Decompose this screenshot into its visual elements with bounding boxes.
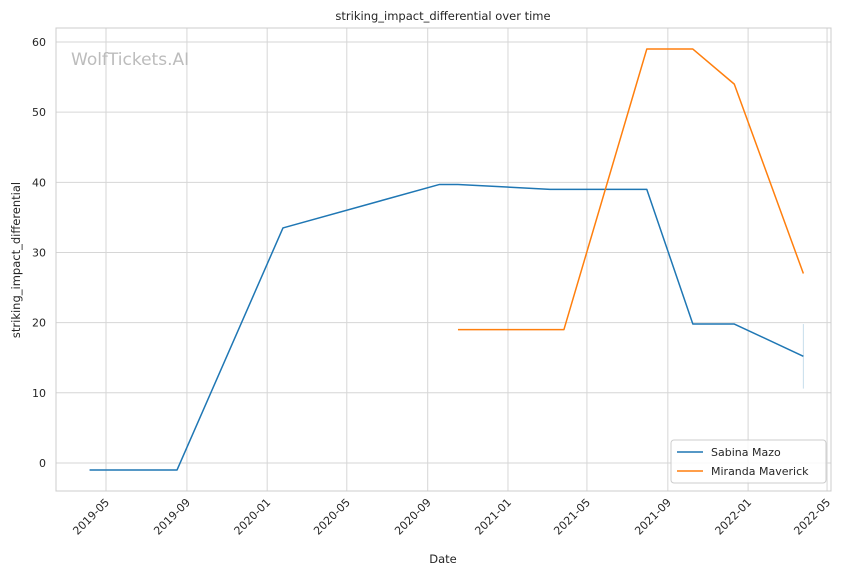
series-line-miranda-maverick [457, 48, 805, 331]
series-layer [89, 48, 805, 471]
x-axis-ticks: 2019-05 2019-09 2020-01 2020-05 2020-09 2021-… [70, 496, 833, 538]
plot-frame [55, 27, 832, 492]
x-tick-label: 2020-09 [392, 496, 434, 538]
y-axis-label: striking_impact_differential [9, 182, 23, 338]
legend-label-sabina-mazo: Sabina Mazo [711, 446, 781, 459]
watermark: WolfTickets.AI [71, 50, 189, 70]
y-tick-label: 10 [32, 387, 46, 400]
series-line-sabina-mazo [89, 183, 804, 471]
y-tick-label: 30 [32, 246, 46, 259]
x-tick-label: 2019-09 [151, 496, 193, 538]
y-axis-ticks: 0 10 20 30 40 50 60 [32, 36, 46, 470]
plot-background [56, 28, 831, 491]
x-tick-label: 2022-01 [713, 496, 755, 538]
legend-box [670, 439, 827, 484]
x-tick-label: 2021-09 [632, 496, 674, 538]
x-tick-label: 2021-05 [551, 496, 593, 538]
x-tick-label: 2022-05 [791, 496, 833, 538]
y-tick-label: 0 [39, 457, 46, 470]
grid [56, 28, 831, 491]
plot-border [55, 27, 832, 492]
x-tick-label: 2019-05 [70, 496, 112, 538]
legend: Sabina Mazo Miranda Maverick [670, 439, 827, 484]
legend-label-miranda-maverick: Miranda Maverick [711, 465, 809, 478]
x-tick-label: 2020-05 [311, 496, 353, 538]
x-tick-label: 2020-01 [232, 496, 274, 538]
y-tick-label: 60 [32, 36, 46, 49]
y-tick-label: 40 [32, 176, 46, 189]
chart-title: striking_impact_differential over time [335, 9, 550, 23]
y-tick-label: 50 [32, 106, 46, 119]
y-tick-label: 20 [32, 317, 46, 330]
x-axis-label: Date [429, 552, 457, 566]
x-tick-label: 2021-01 [472, 496, 514, 538]
